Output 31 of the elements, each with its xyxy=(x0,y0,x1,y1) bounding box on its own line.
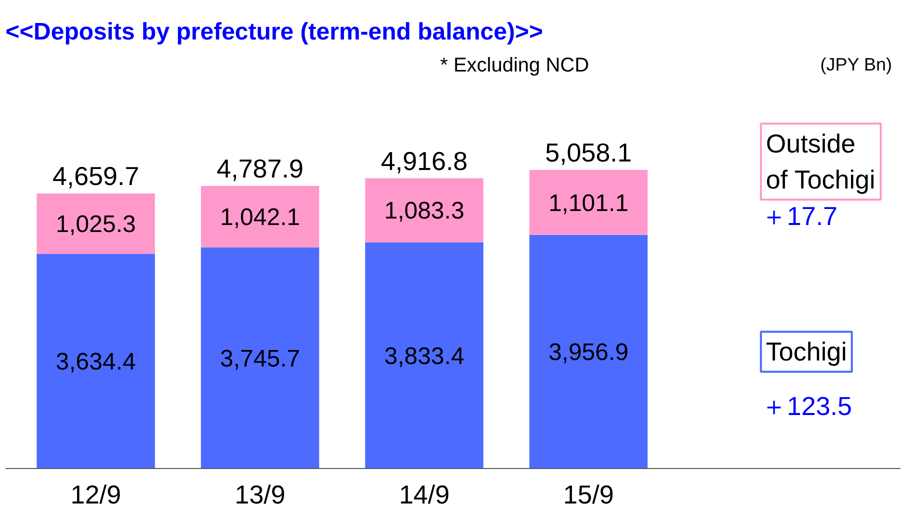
text: (JPY Bn) xyxy=(820,54,892,75)
bar xyxy=(529,234,648,468)
bar xyxy=(365,242,484,468)
total-label: 4,916.8 xyxy=(380,146,468,176)
bar xyxy=(36,193,155,254)
x-tick-label: 13/9 xyxy=(234,480,286,510)
text: ＋123.5 xyxy=(760,391,852,422)
bar xyxy=(529,170,648,235)
data-label: 1,101.1 xyxy=(548,190,629,217)
bar xyxy=(200,186,320,248)
data-label: 3,833.4 xyxy=(384,342,464,370)
text: ＋17.7 xyxy=(760,200,838,231)
total-label: 4,659.7 xyxy=(52,161,140,192)
x-tick-label: 14/9 xyxy=(398,480,450,510)
bar xyxy=(200,247,320,468)
data-label: 3,956.9 xyxy=(548,339,629,366)
bar xyxy=(365,178,484,242)
bar xyxy=(36,254,155,468)
data-label: 1,025.3 xyxy=(56,211,136,238)
x-tick-label: 12/9 xyxy=(70,480,122,510)
text: Tochigi xyxy=(766,336,847,367)
data-label: 3,634.4 xyxy=(56,348,136,376)
data-label: 1,083.3 xyxy=(384,198,464,225)
data-label: 3,745.7 xyxy=(220,345,300,372)
text: Outside of Tochigi xyxy=(766,128,876,195)
total-label: 5,058.1 xyxy=(545,138,632,168)
text: * Excluding NCD xyxy=(440,54,590,77)
x-tick-label: 15/9 xyxy=(563,480,614,510)
chart-title: <<Deposits by prefecture (term-end balance)>> xyxy=(6,18,544,46)
total-label: 4,787.9 xyxy=(216,154,304,184)
data-label: 1,042.1 xyxy=(220,204,300,232)
